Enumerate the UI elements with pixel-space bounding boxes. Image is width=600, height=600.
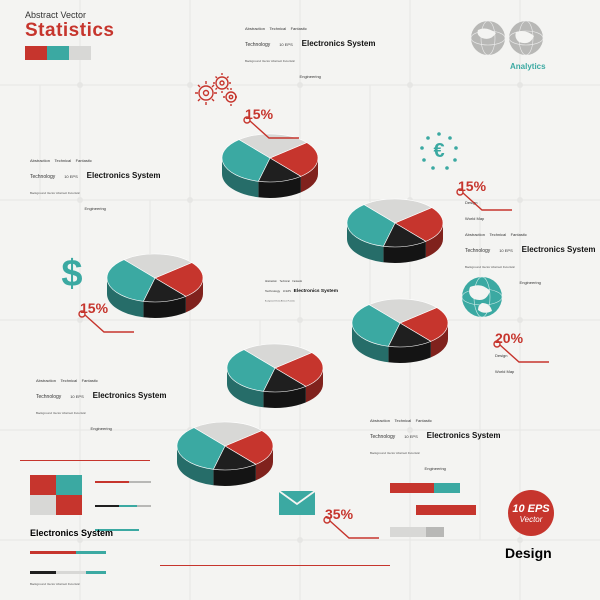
header-title: Statistics	[25, 20, 114, 42]
palette-block	[30, 475, 82, 515]
es-title: Electronics System	[30, 528, 113, 538]
callout-line-icon	[78, 310, 138, 336]
callout-line-icon	[493, 340, 553, 366]
es-block: Electronics System Background Vector Abs…	[30, 528, 113, 586]
textblock-left1: Abstraction Technical Fantastic Technolo…	[30, 150, 160, 214]
textblock-top: Abstraction Technical Fantastic Technolo…	[245, 18, 375, 82]
header-subtitle: Abstract Vector	[25, 10, 114, 20]
divider-red	[20, 460, 150, 461]
textblock-left2: Abstraction Technical Fantastic Technolo…	[36, 370, 166, 434]
pie-chart	[350, 295, 450, 367]
bar-group	[390, 480, 476, 542]
divider-red-2	[160, 565, 390, 566]
pie-chart	[175, 418, 275, 490]
callout: 15%	[458, 178, 486, 196]
dollar-icon: $	[55, 250, 89, 296]
callout-line-icon	[243, 116, 303, 142]
globe-pair-icon	[468, 18, 548, 58]
pie-chart	[345, 195, 445, 267]
analytics-label: Analytics	[510, 62, 546, 71]
eps-badge: 10 EPS Vector	[508, 490, 554, 536]
euro-icon: €	[418, 130, 460, 172]
svg-text:$: $	[61, 253, 82, 295]
envelope-icon	[278, 490, 316, 516]
pie-chart	[225, 340, 325, 412]
callout-line-icon	[456, 188, 516, 214]
callout: 35%	[325, 506, 353, 524]
header-swatches	[25, 46, 114, 60]
textblock-right3: Abstraction Technical Fantastic Technolo…	[370, 410, 500, 474]
callout: 15%	[245, 106, 273, 124]
callout-line-icon	[323, 516, 383, 542]
palette-stripes	[95, 470, 155, 536]
swatch-grey	[69, 46, 91, 60]
swatch-teal	[47, 46, 69, 60]
design-label: Design	[505, 545, 552, 561]
swatch-red	[25, 46, 47, 60]
textblock-center-small: Abstraction Technical Fantastic Technolo…	[265, 275, 338, 304]
callout: 15%	[80, 300, 108, 318]
svg-text:€: €	[433, 140, 444, 162]
gears-icon	[195, 72, 237, 106]
header: Abstract Vector Statistics	[25, 10, 114, 60]
callout: 20%	[495, 330, 523, 348]
